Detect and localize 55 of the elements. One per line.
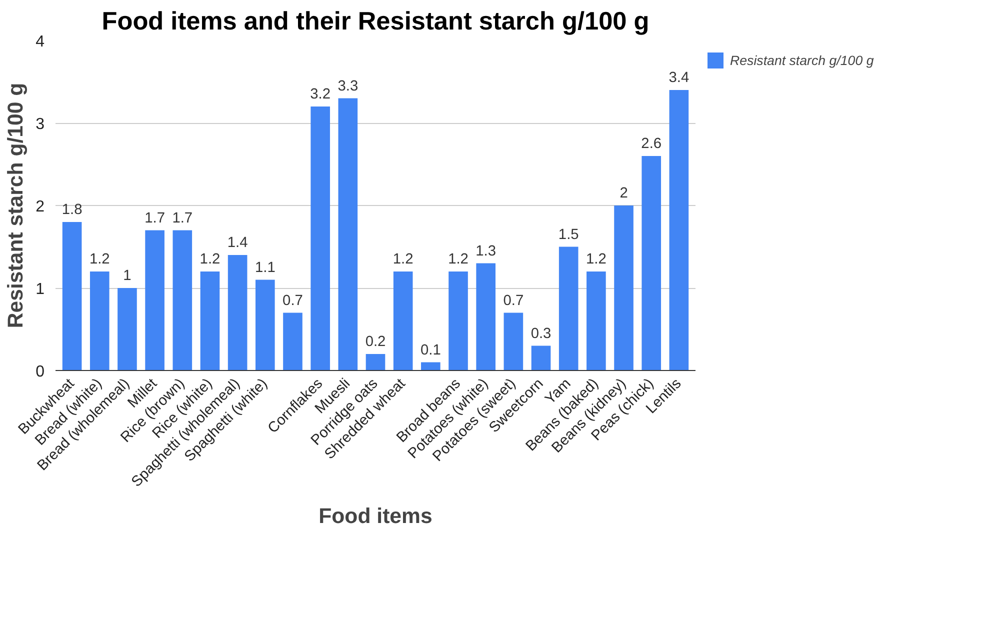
bar	[448, 272, 468, 370]
bar	[283, 312, 302, 370]
data-label: 1	[123, 268, 132, 284]
bar	[614, 206, 634, 370]
bar	[62, 222, 82, 370]
bar	[172, 230, 192, 370]
bar	[90, 272, 110, 370]
data-label: 0.3	[530, 326, 552, 342]
data-label: 1.1	[254, 260, 276, 276]
y-tick-label: 0	[36, 364, 45, 380]
bar	[558, 246, 578, 370]
data-label: 1.2	[392, 252, 414, 268]
y-tick-label: 1	[36, 281, 45, 298]
y-axis-title: Resistant starch g/100 g	[4, 82, 28, 328]
data-label: 0.7	[503, 292, 524, 309]
data-label: 3.3	[338, 78, 358, 94]
data-label: 1.8	[62, 202, 82, 218]
data-label: 1.2	[89, 252, 110, 268]
y-tick-label: 2	[36, 198, 45, 216]
data-label: 1.5	[558, 226, 579, 243]
data-label: 0.7	[282, 292, 303, 309]
bar	[393, 272, 413, 370]
bar	[642, 156, 662, 370]
data-label: 1.2	[448, 252, 468, 268]
data-label: 3.4	[668, 70, 690, 86]
bar	[338, 98, 358, 370]
bar	[118, 288, 137, 370]
data-label: 1.3	[476, 243, 496, 260]
bar	[145, 230, 164, 370]
legend-label: Resistant starch g/100 g	[730, 52, 874, 68]
bar	[669, 90, 689, 370]
bar	[421, 362, 440, 370]
data-label: 2.6	[641, 136, 662, 152]
data-label: 1.7	[144, 210, 165, 226]
data-label: 1.2	[200, 252, 220, 268]
data-label: 0.2	[365, 334, 386, 350]
bar	[504, 312, 524, 370]
bar	[531, 346, 551, 370]
bar	[586, 272, 606, 370]
bar	[200, 272, 220, 370]
bar	[256, 280, 275, 370]
data-label: 0.1	[420, 342, 441, 358]
data-label: 2	[620, 186, 628, 202]
data-label: 3.2	[310, 86, 331, 102]
data-label: 1.7	[172, 210, 193, 226]
chart-title: Food items and their Resistant starch g/100 g	[102, 8, 650, 36]
bar	[476, 263, 496, 370]
y-tick-label: 3	[36, 116, 45, 133]
data-label: 1.2	[586, 252, 606, 268]
bar	[310, 106, 330, 370]
data-label: 1.4	[227, 235, 248, 251]
bar	[366, 354, 386, 370]
bar	[228, 255, 248, 370]
x-axis-title: Food items	[318, 504, 432, 528]
y-tick-label: 4	[36, 34, 45, 50]
